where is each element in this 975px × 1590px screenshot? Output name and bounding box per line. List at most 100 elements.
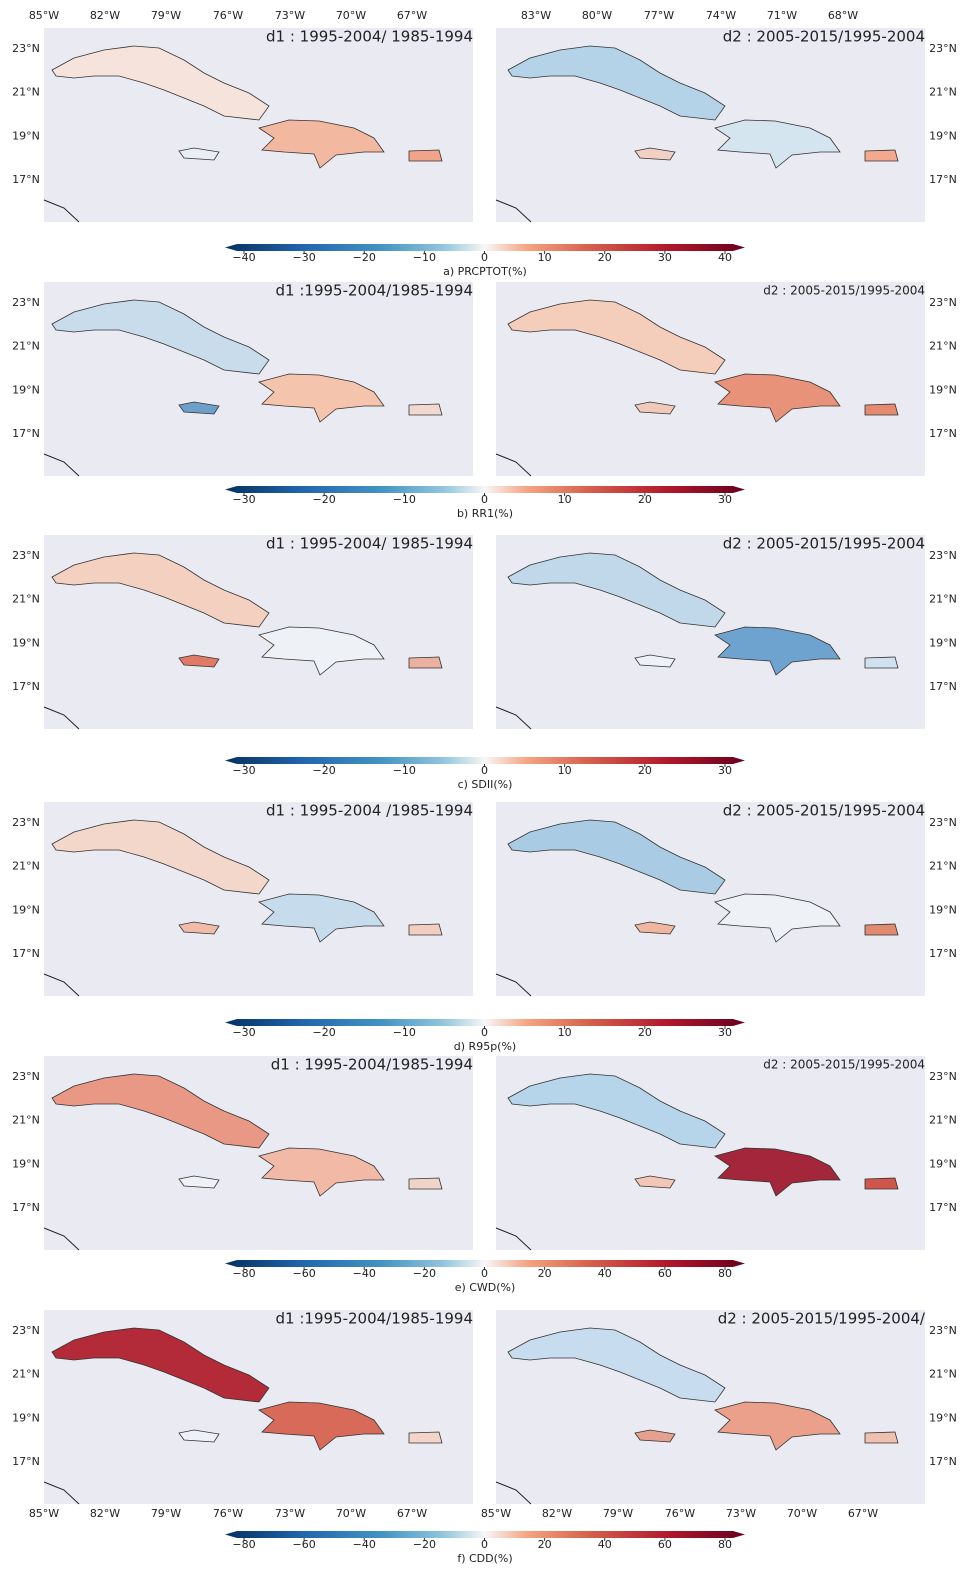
colorbar-label: c) SDII(%)	[458, 778, 513, 791]
colorbar-tick-label: 60	[658, 1267, 672, 1280]
colorbar-tick-label: 20	[538, 1538, 552, 1551]
lat-label: 19°N	[12, 1157, 40, 1170]
lon-label: 67°W	[397, 1507, 427, 1520]
lat-label: 19°N	[12, 636, 40, 649]
lat-label: 23°N	[12, 816, 40, 829]
colorbar-tick-label: −30	[232, 1026, 255, 1039]
lon-label: 70°W	[336, 9, 366, 22]
lon-label: 82°W	[90, 9, 120, 22]
panel-title: d2 : 2005-2015/1995-2004/	[718, 1310, 926, 1328]
lat-label: 23°N	[12, 1324, 40, 1337]
island-pr	[409, 150, 442, 161]
lon-label: 79°W	[151, 1507, 181, 1520]
lat-label: 17°N	[12, 427, 40, 440]
colorbar	[225, 757, 745, 764]
colorbar-tick-label: 20	[598, 251, 612, 264]
lat-label: 19°N	[12, 383, 40, 396]
colorbar-tick-label: 20	[638, 1026, 652, 1039]
panel-title: d1 : 1995-2004 /1985-1994	[266, 802, 473, 820]
colorbar-label: f) CDD(%)	[457, 1552, 512, 1565]
lat-label: 21°N	[12, 860, 40, 873]
lat-label: 23°N	[929, 42, 957, 55]
colorbar-tick-label: −60	[293, 1538, 316, 1551]
lat-label: 19°N	[929, 383, 957, 396]
colorbar-tick-label: −30	[232, 764, 255, 777]
colorbar-tick-label: 40	[598, 1267, 612, 1280]
colorbar-tick-label: −20	[413, 1267, 436, 1280]
lon-label: 67°W	[848, 1507, 878, 1520]
colorbar-tick-label: 30	[718, 1026, 732, 1039]
colorbar-tick-label: 30	[718, 764, 732, 777]
lat-label: 23°N	[929, 816, 957, 829]
colorbar-tick-label: 10	[558, 493, 572, 506]
lat-label: 19°N	[929, 903, 957, 916]
lat-label: 21°N	[929, 340, 957, 353]
lat-label: 17°N	[929, 1455, 957, 1468]
colorbar-tick-label: −40	[232, 251, 255, 264]
lat-label: 21°N	[929, 593, 957, 606]
lat-label: 17°N	[12, 173, 40, 186]
lat-label: 19°N	[929, 129, 957, 142]
lat-label: 19°N	[12, 129, 40, 142]
panel-title: d1 : 1995-2004/ 1985-1994	[266, 535, 473, 553]
colorbar-tick-label: 40	[598, 1538, 612, 1551]
colorbar-tick-label: 0	[481, 1538, 488, 1551]
colorbar-tick-label: −40	[353, 1538, 376, 1551]
island-pr	[865, 657, 898, 668]
lat-label: 17°N	[929, 680, 957, 693]
colorbar-label: b) RR1(%)	[457, 507, 513, 520]
colorbar-tick-label: −30	[232, 493, 255, 506]
lat-label: 17°N	[929, 947, 957, 960]
lat-label: 19°N	[12, 1411, 40, 1424]
colorbar	[225, 1260, 745, 1267]
lat-label: 21°N	[929, 1114, 957, 1127]
lat-label: 19°N	[929, 1157, 957, 1170]
colorbar	[225, 1531, 745, 1538]
colorbar-label: e) CWD(%)	[455, 1281, 516, 1294]
lat-label: 21°N	[929, 860, 957, 873]
colorbar-tick-label: 0	[481, 493, 488, 506]
colorbar-tick-label: 10	[538, 251, 552, 264]
island-pr	[865, 1432, 898, 1443]
colorbar-tick-label: −30	[293, 251, 316, 264]
island-pr	[409, 924, 442, 935]
island-pr	[865, 924, 898, 935]
colorbar-tick-label: −10	[393, 493, 416, 506]
lat-label: 17°N	[929, 1201, 957, 1214]
colorbar-tick-label: −60	[293, 1267, 316, 1280]
lat-label: 17°N	[929, 427, 957, 440]
panel-title: d2 : 2005-2015/1995-2004	[723, 535, 925, 553]
lon-label: 76°W	[213, 9, 243, 22]
island-pr	[409, 1178, 442, 1189]
lat-label: 17°N	[12, 947, 40, 960]
colorbar-tick-label: −40	[353, 1267, 376, 1280]
colorbar-tick-label: 0	[481, 251, 488, 264]
colorbar-tick-label: 60	[658, 1538, 672, 1551]
colorbar	[225, 244, 745, 251]
lat-label: 17°N	[12, 1455, 40, 1468]
lat-label: 21°N	[929, 1368, 957, 1381]
colorbar-tick-label: 0	[481, 1267, 488, 1280]
panel-title: d2 : 2005-2015/1995-2004	[723, 28, 925, 46]
panel-title: d1 :1995-2004/1985-1994	[276, 1310, 473, 1328]
island-pr	[409, 1432, 442, 1443]
colorbar-tick-label: 80	[718, 1267, 732, 1280]
colorbar-tick-label: 80	[718, 1538, 732, 1551]
lon-label: 79°W	[603, 1507, 633, 1520]
colorbar-tick-label: 20	[638, 493, 652, 506]
lon-label: 71°W	[767, 9, 797, 22]
panel-title: d2 : 2005-2015/1995-2004	[763, 284, 925, 298]
colorbar-tick-label: 20	[538, 1267, 552, 1280]
colorbar-tick-label: −10	[413, 251, 436, 264]
lat-label: 19°N	[929, 1411, 957, 1424]
island-pr	[409, 404, 442, 415]
panel-title: d2 : 2005-2015/1995-2004	[763, 1058, 925, 1072]
lat-label: 21°N	[12, 86, 40, 99]
colorbar-tick-label: 0	[481, 764, 488, 777]
colorbar-tick-label: −80	[232, 1538, 255, 1551]
colorbar-tick-label: −10	[393, 764, 416, 777]
colorbar-tick-label: 40	[718, 251, 732, 264]
lon-label: 73°W	[726, 1507, 756, 1520]
lon-label: 80°W	[582, 9, 612, 22]
lon-label: 76°W	[665, 1507, 695, 1520]
